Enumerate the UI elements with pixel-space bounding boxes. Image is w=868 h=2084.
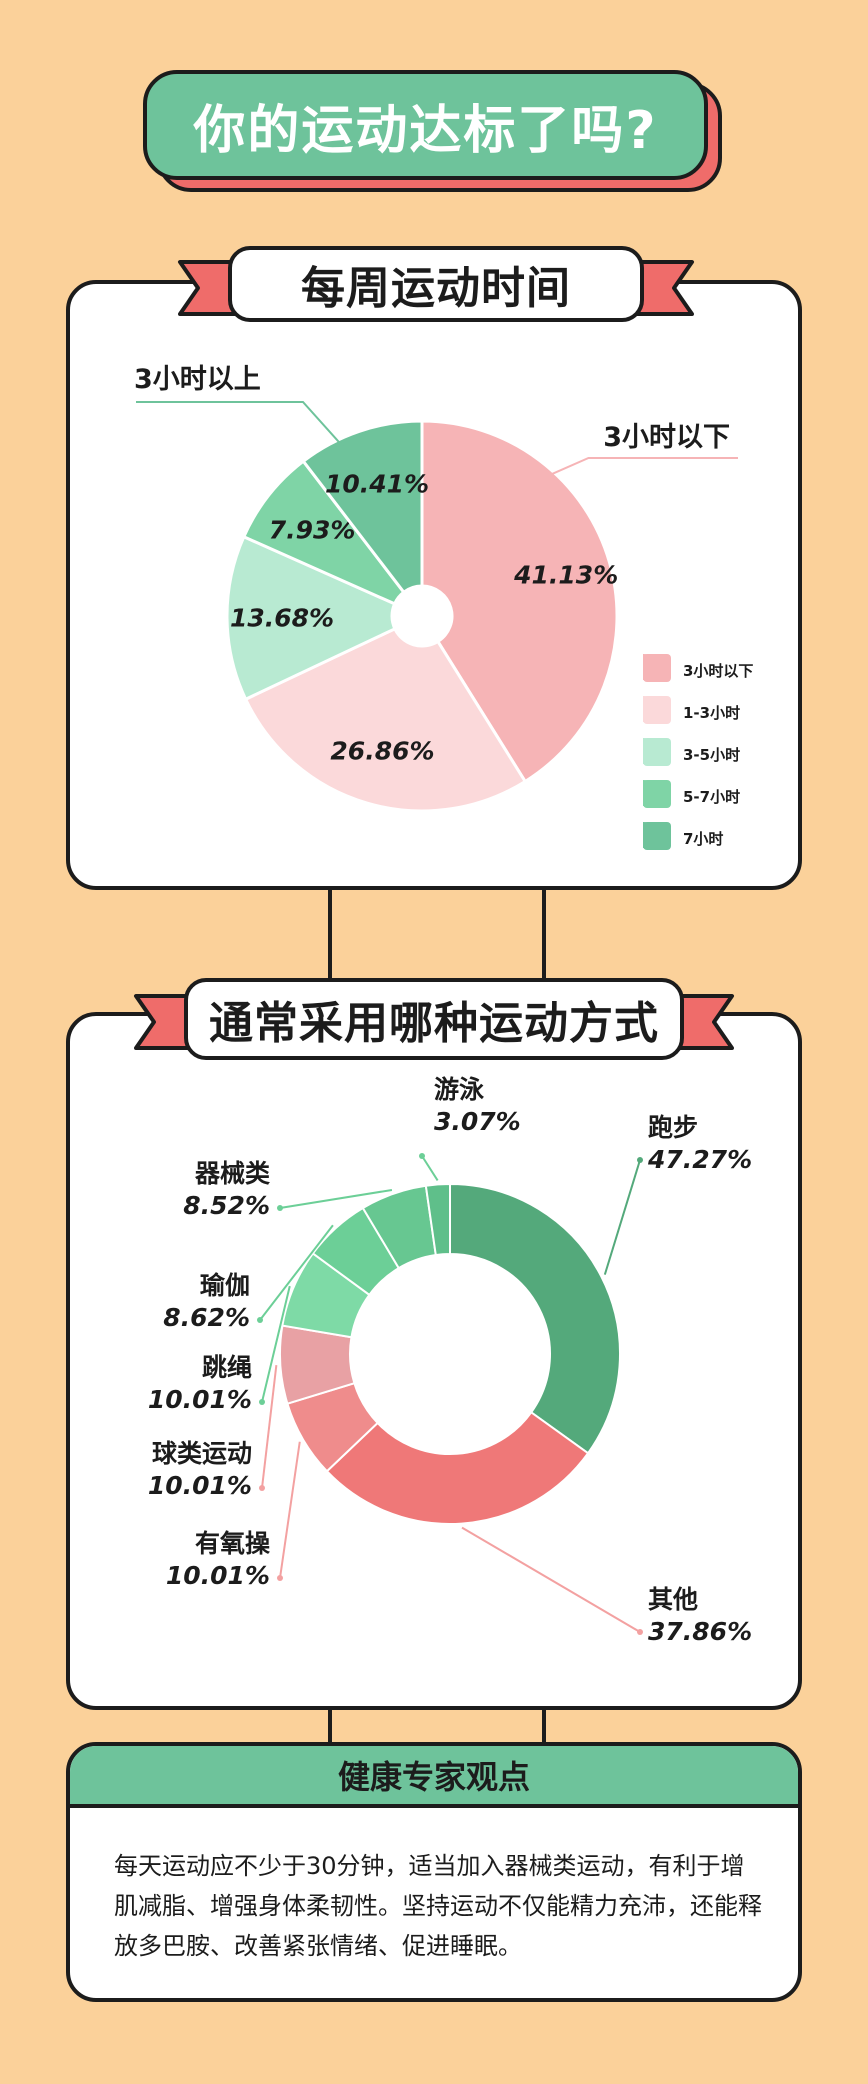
expert-title: 健康专家观点: [337, 1758, 530, 1796]
category-label-4: 跳绳: [202, 1353, 252, 1382]
slice-value-label-2: 13.68%: [230, 604, 334, 633]
leader-line-3: [261, 1365, 278, 1489]
category-label-2: 有氧操: [195, 1529, 271, 1558]
category-value-5: 8.62%: [163, 1303, 250, 1332]
category-label-5: 瑜伽: [200, 1271, 250, 1300]
slice-value-label-3: 7.93%: [269, 515, 356, 544]
legend-label-4: 7小时: [683, 830, 723, 848]
legend-swatch-box-2: [643, 738, 671, 766]
leader-line-7: [421, 1155, 439, 1181]
legend-swatch-box-1: [643, 696, 671, 724]
section1-ribbon: 每周运动时间: [176, 246, 696, 322]
category-value-1: 37.86%: [648, 1617, 752, 1646]
annotation-line-below: [548, 457, 738, 477]
pie-slice-3: [241, 459, 406, 606]
annotation-below: 3小时以下: [603, 422, 730, 453]
donut-slice-0: [449, 1182, 621, 1455]
legend-label-0: 3小时以下: [683, 662, 753, 680]
legend-swatch-box-4: [643, 822, 671, 850]
leader-dot-1: [637, 1629, 643, 1635]
section2-ribbon: 通常采用哪种运动方式: [132, 978, 736, 1060]
leader-line-1: [461, 1526, 641, 1633]
leader-line-5: [259, 1224, 334, 1321]
exercise-type-card: 跑步 47.27% 其他 37.86% 有氧操 10.01% 球类运动 10.01% 跳绳 10.…: [66, 1012, 802, 1710]
section2-title: 通常采用哪种运动方式: [209, 998, 659, 1049]
slice-value-label-4: 10.41%: [325, 469, 429, 498]
section1-title-box: 每周运动时间: [228, 246, 644, 322]
expert-body: 每天运动应不少于30分钟，适当加入器械类运动，有利于增肌减脂、增强身体柔韧性。坚…: [114, 1852, 762, 1960]
connector-left-1: [328, 888, 332, 1016]
leader-dot-4: [259, 1399, 265, 1405]
category-label-1: 其他: [648, 1585, 698, 1614]
leader-dot-7: [419, 1153, 425, 1159]
category-label-6: 器械类: [194, 1159, 271, 1188]
legend-swatch-box-3: [643, 780, 671, 808]
annotation-above: 3小时以上: [134, 364, 261, 395]
legend-label-3: 5-7小时: [683, 788, 740, 806]
legend-label-2: 3-5小时: [683, 746, 740, 764]
category-value-3: 10.01%: [148, 1471, 252, 1500]
weekly-time-card: 41.13% 26.86% 13.68% 7.93% 10.41% 3小时以上 3小时以下 3…: [66, 280, 802, 890]
slice-value-label-1: 26.86%: [330, 736, 434, 765]
connector-right-1: [542, 888, 546, 1016]
category-label-7: 游泳: [434, 1075, 485, 1104]
category-value-7: 3.07%: [434, 1107, 521, 1136]
category-value-4: 10.01%: [148, 1385, 252, 1414]
donut-slice-7: [424, 1182, 451, 1257]
section2-title-box: 通常采用哪种运动方式: [184, 978, 684, 1060]
page-title: 你的运动达标了吗?: [193, 100, 658, 161]
category-label-3: 球类运动: [152, 1439, 252, 1468]
leader-dot-2: [277, 1575, 283, 1581]
leader-dot-3: [259, 1485, 265, 1491]
leader-dot-5: [257, 1317, 263, 1323]
expert-header: 健康专家观点: [70, 1746, 798, 1808]
leader-line-6: [279, 1188, 393, 1209]
slice-value-label-0: 41.13%: [513, 561, 618, 590]
connector-left-2: [328, 1708, 332, 1746]
leader-line-0: [603, 1159, 641, 1275]
leader-dot-6: [277, 1205, 283, 1211]
connector-right-2: [542, 1708, 546, 1746]
donut-slice-1: [325, 1410, 590, 1525]
leader-line-2: [279, 1441, 301, 1579]
title-banner: 你的运动达标了吗?: [143, 70, 708, 180]
expert-card: 健康专家观点 每天运动应不少于30分钟，适当加入器械类运动，有利于增肌减脂、增强…: [66, 1742, 802, 2002]
pie-slice-2: [225, 534, 397, 702]
legend-label-1: 1-3小时: [683, 704, 740, 722]
exercise-type-chart: 跑步 47.27% 其他 37.86% 有氧操 10.01% 球类运动 10.01% 跳绳 10.…: [148, 1075, 752, 1646]
pie-slice-4: [301, 419, 424, 595]
pie-slice-1: [243, 626, 528, 813]
section1-title: 每周运动时间: [301, 263, 571, 314]
leader-line-4: [261, 1285, 291, 1403]
category-value-0: 47.27%: [647, 1145, 752, 1174]
weekly-time-chart: 41.13% 26.86% 13.68% 7.93% 10.41% 3小时以上 3小时以下 3…: [134, 364, 753, 850]
category-value-6: 8.52%: [183, 1191, 270, 1220]
annotation-line-above: [136, 401, 344, 448]
category-label-0: 跑步: [648, 1113, 698, 1142]
category-value-2: 10.01%: [166, 1561, 270, 1590]
legend-swatch-box-0: [643, 654, 671, 682]
leader-dot-0: [637, 1157, 643, 1163]
